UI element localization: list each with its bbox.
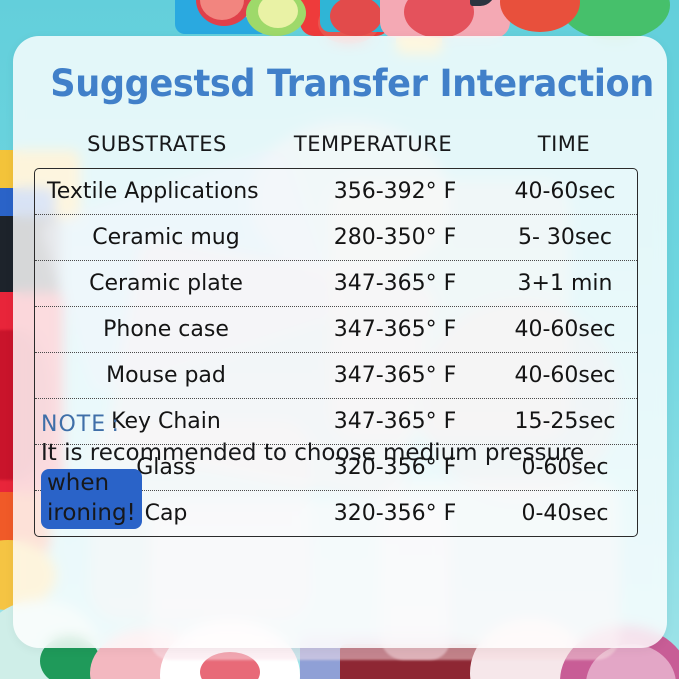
- cell-temperature: 347-365° F: [333, 409, 457, 434]
- cell-temperature: 347-365° F: [333, 317, 457, 342]
- table-row: Phone case 347-365° F 40-60sec: [35, 306, 637, 352]
- note-body: It is recommended to choose medium press…: [41, 439, 641, 529]
- note-label: NOTE :: [41, 412, 120, 437]
- cell-time: 3+1 min: [517, 271, 613, 296]
- cell-time: 0-40sec: [521, 501, 609, 526]
- cell-time: 40-60sec: [514, 179, 616, 204]
- table-row: Key Chain 347-365° F 15-25sec: [35, 398, 637, 444]
- table-row: Textile Applications 356-392° F 40-60sec: [35, 169, 637, 214]
- note-section: NOTE : It is recommended to choose mediu…: [41, 412, 641, 529]
- cell-temperature: 356-392° F: [333, 179, 457, 204]
- cell-time: 0-60sec: [521, 455, 609, 480]
- column-header-substrates: SUBSTRATES: [87, 132, 227, 156]
- cell-substrate: Ceramic plate: [89, 271, 243, 296]
- cell-temperature: 280-350° F: [333, 225, 457, 250]
- cell-temperature: 320-356° F: [333, 501, 457, 526]
- cell-substrate: Glass: [136, 455, 196, 480]
- note-line-one: It is recommended to choose medium press…: [41, 440, 585, 466]
- table-column-headers: SUBSTRATES TEMPERATURE TIME: [34, 132, 646, 166]
- cell-substrate: Mouse pad: [106, 363, 226, 388]
- cell-substrate: Phone case: [103, 317, 229, 342]
- column-header-time: TIME: [537, 132, 591, 156]
- cell-temperature: 320-356° F: [333, 455, 457, 480]
- cell-substrate: Cap: [144, 501, 188, 526]
- cell-substrate: Textile Applications: [47, 179, 259, 204]
- cell-time: 5- 30sec: [517, 225, 612, 250]
- cell-substrate: Ceramic mug: [92, 225, 240, 250]
- cell-substrate: Key Chain: [111, 409, 221, 434]
- table-row: Glass 320-356° F 0-60sec: [35, 444, 637, 490]
- bg-item-red-slice-two: [330, 0, 382, 36]
- page-title: Suggestsd Transfer Interaction: [50, 62, 654, 105]
- cell-temperature: 347-365° F: [333, 363, 457, 388]
- bg-item-lime-flesh: [258, 0, 298, 28]
- cell-time: 15-25sec: [514, 409, 616, 434]
- column-header-temperature: TEMPERATURE: [293, 132, 453, 156]
- cell-time: 40-60sec: [514, 363, 616, 388]
- note-line-two: when ironing!: [41, 468, 142, 529]
- table-row: Ceramic mug 280-350° F 5- 30sec: [35, 214, 637, 260]
- cell-temperature: 347-365° F: [333, 271, 457, 296]
- table-row: Ceramic plate 347-365° F 3+1 min: [35, 260, 637, 306]
- bg-item-grapefruit-flesh: [200, 0, 244, 20]
- cell-time: 40-60sec: [514, 317, 616, 342]
- table-row: Cap 320-356° F 0-40sec: [35, 490, 637, 536]
- bg-item-dark-leaf: [470, 0, 496, 6]
- transfer-settings-table: Textile Applications 356-392° F 40-60sec…: [34, 168, 638, 537]
- table-row: Mouse pad 347-365° F 40-60sec: [35, 352, 637, 398]
- info-card: Suggestsd Transfer Interaction SUBSTRATE…: [13, 36, 667, 648]
